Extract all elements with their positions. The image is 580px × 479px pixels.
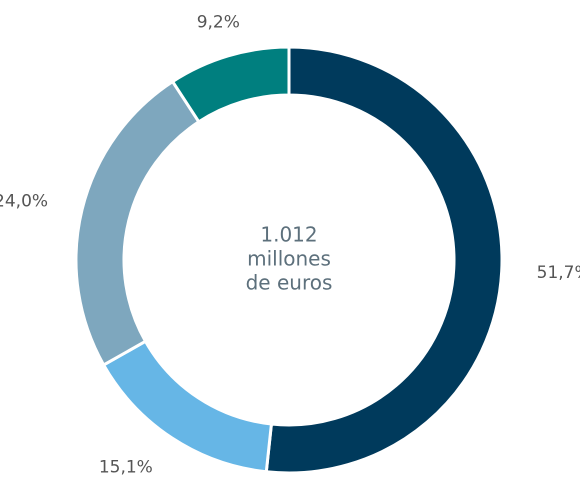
data-label: 15,1% (99, 457, 153, 477)
donut-segment (170, 45, 291, 124)
donut-segment (101, 339, 274, 474)
center-label: 1.012 (260, 223, 317, 247)
donut-segment (74, 79, 201, 367)
data-label: 24,0% (0, 191, 48, 211)
center-label: millones (247, 247, 331, 271)
data-label: 51,7% (537, 263, 580, 283)
center-label: de euros (246, 271, 333, 295)
donut-segment (264, 45, 504, 475)
data-label: 9,2% (197, 12, 240, 32)
